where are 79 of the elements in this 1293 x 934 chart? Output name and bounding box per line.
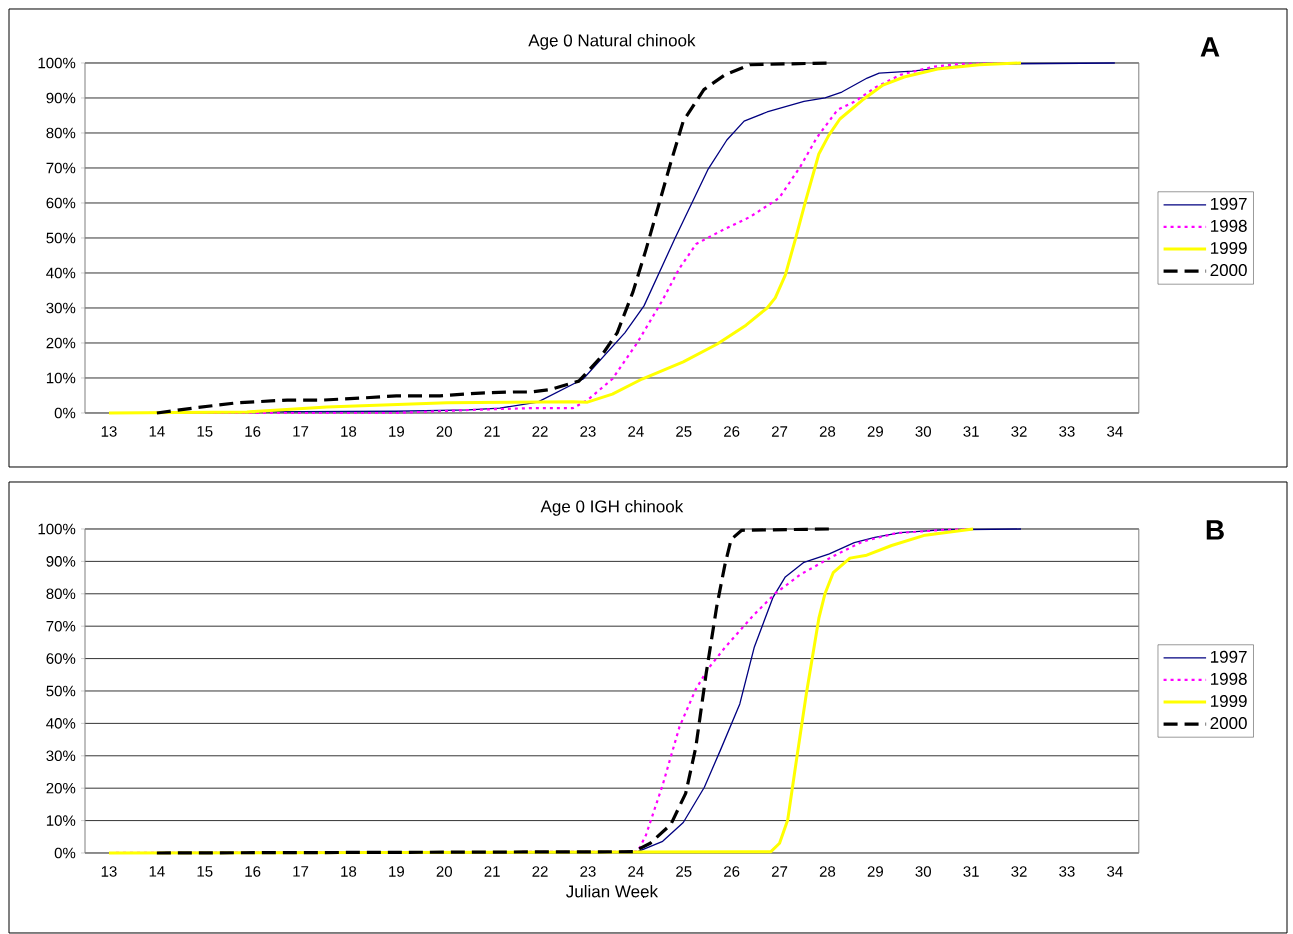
x-tick-label: 23 [580,426,596,437]
x-tick-label: 19 [389,426,404,437]
y-tick-label: 80% [46,127,76,139]
x-tick-label: 34 [1107,426,1123,437]
x-tick-label: 13 [101,866,117,877]
x-tick-label: 28 [819,426,836,437]
x-tick-label: 31 [963,866,979,877]
x-tick-label: 34 [1107,866,1123,877]
y-tick-label: 40% [46,267,76,279]
x-tick-label: 29 [867,426,883,437]
x-tick-label: 20 [436,426,452,437]
x-tick-label: 21 [484,866,500,877]
chart-title: Age 0 IGH chinook [540,499,684,516]
y-tick-label: 100% [38,57,76,69]
y-tick-label: 60% [46,197,76,209]
x-tick-label: 33 [1059,866,1075,877]
x-tick-label: 15 [197,426,213,437]
text: A [1200,37,1220,57]
x-tick-label: 24 [628,866,644,877]
x-tick-label: 28 [819,866,836,877]
x-tick-label: 27 [771,426,788,437]
legend-label: 1999 [1210,241,1247,255]
x-tick-label: 30 [915,426,931,437]
x-tick-label: 21 [484,426,500,437]
y-tick-label: 50% [46,232,76,244]
y-tick-label: 30% [46,750,76,762]
x-tick-label: 14 [149,426,165,437]
x-tick-label: 25 [676,866,692,877]
y-tick-label: 90% [46,92,76,104]
x-tick-label: 16 [245,866,261,877]
x-axis-title: Julian Week [566,885,659,898]
y-tick-label: 70% [46,620,76,632]
x-tick-label: 19 [389,866,404,877]
y-tick-label: 90% [46,556,76,567]
y-tick-label: 0% [54,847,76,859]
x-tick-label: 32 [1011,866,1027,877]
x-tick-label: 22 [532,866,548,877]
legend-label: 1997 [1210,197,1247,210]
x-tick-label: 29 [867,866,883,877]
x-tick-label: 17 [293,866,309,877]
x-tick-label: 25 [676,426,692,437]
x-tick-label: 27 [771,866,788,877]
x-tick-label: 26 [724,866,740,877]
x-tick-label: 24 [628,426,644,437]
x-tick-label: 33 [1059,426,1075,437]
x-tick-label: 26 [724,426,740,437]
legend-label: 2000 [1210,264,1247,277]
y-tick-label: 20% [46,782,76,794]
legend-label: 1999 [1210,694,1247,708]
y-tick-label: 100% [38,523,76,535]
x-tick-label: 22 [532,426,548,437]
y-tick-label: 20% [46,337,76,349]
y-tick-label: 60% [46,653,76,664]
x-tick-label: 15 [197,866,213,877]
y-tick-label: 30% [46,302,76,314]
x-tick-label: 32 [1011,426,1027,437]
y-tick-label: 80% [46,588,76,600]
y-tick-label: 70% [46,162,76,174]
x-tick-label: 31 [963,426,979,437]
x-tick-label: 20 [436,866,452,877]
y-tick-label: 50% [46,685,76,697]
legend-label: 1998 [1210,672,1247,685]
y-tick-label: 40% [46,718,76,729]
x-tick-label: 13 [101,426,117,437]
x-tick-label: 14 [149,866,165,877]
legend-label: 2000 [1210,717,1247,730]
x-tick-label: 30 [915,866,931,877]
legend-label: 1998 [1210,219,1247,232]
chart-title: Age 0 Natural chinook [528,33,696,50]
y-tick-label: 0% [54,407,76,419]
x-tick-label: 23 [580,866,596,877]
x-tick-label: 18 [341,866,357,877]
x-tick-label: 16 [245,426,261,437]
legend-label: 1997 [1210,650,1247,663]
text: B [1206,520,1224,540]
x-tick-label: 18 [341,426,357,437]
x-tick-label: 17 [293,426,309,437]
y-tick-label: 10% [46,815,76,826]
y-tick-label: 10% [46,372,76,384]
